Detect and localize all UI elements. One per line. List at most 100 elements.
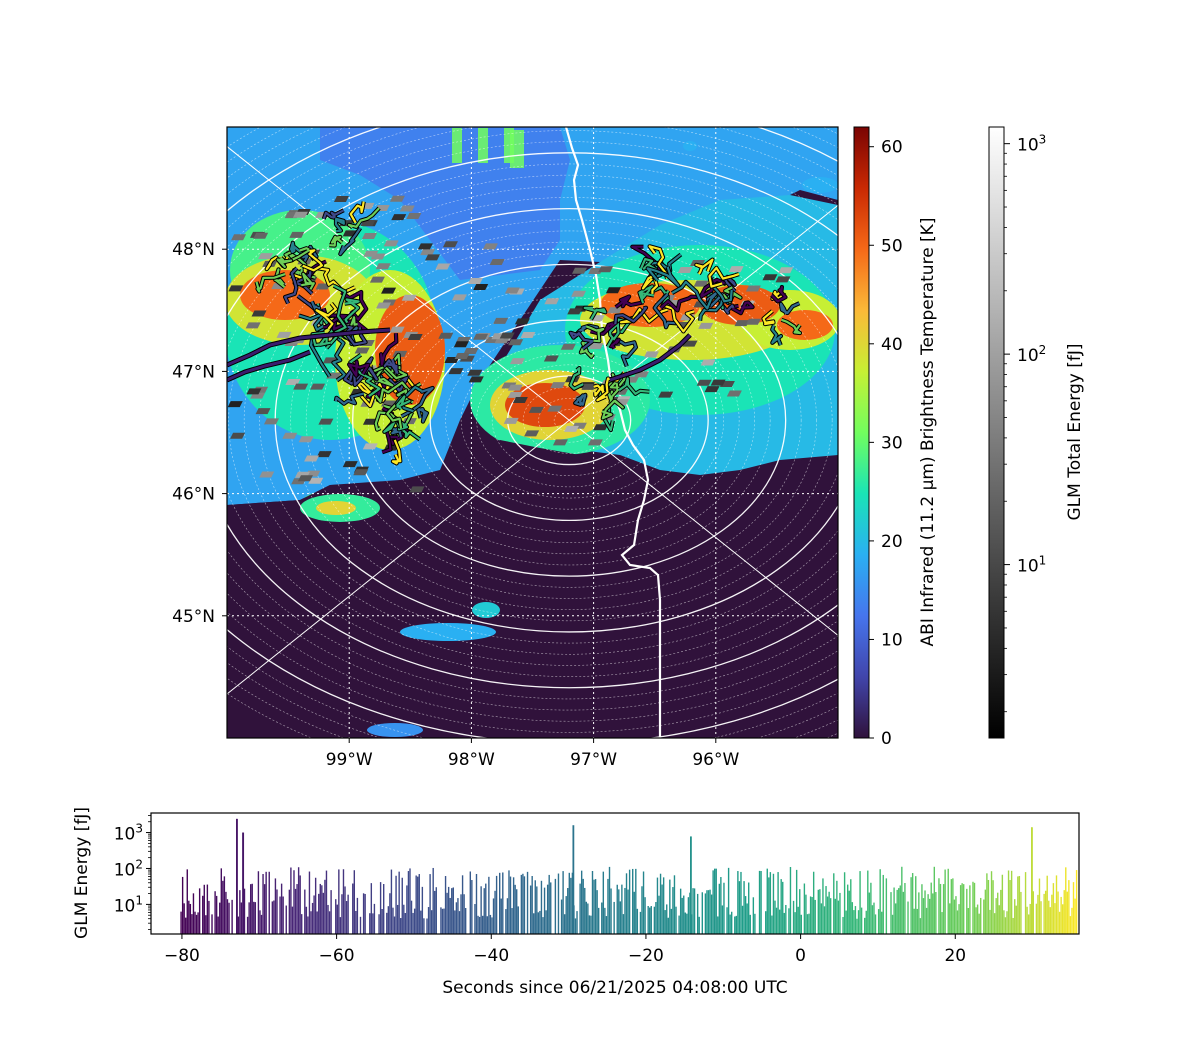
energy-bar: [748, 882, 750, 934]
energy-bar: [342, 869, 345, 934]
energy-bar: [928, 898, 931, 934]
timeseries-x-ticks: −80 −60 −40 −20 0 20: [164, 934, 966, 966]
energy-bar: [1066, 891, 1069, 934]
glm-flash-path: [638, 285, 655, 304]
energy-bar: [461, 875, 464, 934]
glm-flash-path: [671, 280, 713, 310]
energy-bar: [919, 918, 922, 934]
energy-bar: [239, 890, 241, 934]
energy-bar: [565, 896, 567, 934]
energy-bar: [324, 879, 326, 934]
energy-bar: [709, 889, 711, 934]
energy-bar: [843, 872, 846, 934]
energy-bar: [217, 916, 219, 934]
energy-bar: [325, 870, 328, 934]
energy-bar: [390, 869, 393, 934]
energy-bar: [785, 904, 787, 934]
energy-bar: [737, 871, 739, 934]
energy-bar: [1055, 875, 1058, 934]
glm-flash-box: [775, 276, 791, 283]
glm-flash-box: [454, 353, 470, 360]
glm-flash-box: [677, 267, 693, 274]
energy-bar: [407, 871, 410, 934]
energy-bar: [356, 897, 359, 934]
energy-bar: [192, 893, 195, 934]
energy-bar-peak: [690, 836, 692, 934]
range-ring: [367, 275, 771, 566]
energy-bar: [195, 914, 198, 934]
energy-bar: [511, 908, 513, 934]
energy-bar: [492, 898, 495, 934]
energy-bar: [495, 875, 498, 934]
glm-flash-box: [316, 451, 332, 458]
glm-flash-box: [473, 284, 489, 291]
energy-bar: [220, 868, 222, 934]
glm-flash-box: [407, 333, 423, 340]
energy-bar: [812, 871, 815, 934]
energy-bar: [345, 901, 348, 934]
energy-bar: [415, 875, 417, 934]
range-ring: [383, 286, 755, 555]
energy-bar: [471, 880, 473, 934]
energy-bar: [359, 916, 362, 934]
glm-colorbar: 101 102 103 GLM Total Energy [fJ]: [988, 126, 1085, 739]
energy-bar: [823, 906, 826, 934]
glm-flash-path: [659, 295, 698, 312]
glm-flash-box: [375, 263, 391, 270]
glm-flash-path: [301, 272, 315, 290]
glm-flash-box: [726, 390, 742, 397]
range-ring: [259, 197, 838, 644]
energy-bar: [949, 903, 951, 934]
energy-bar: [443, 908, 445, 934]
energy-bar: [806, 914, 809, 934]
energy-bar: [370, 883, 373, 934]
glm-flash-box: [363, 250, 379, 257]
energy-bar: [860, 907, 863, 934]
energy-bar: [1051, 894, 1053, 934]
glm-flash-box: [512, 397, 528, 404]
energy-bar: [659, 873, 662, 934]
glm-flash-box: [693, 280, 709, 287]
energy-bar: [744, 896, 747, 934]
energy-bar: [455, 902, 458, 934]
energy-bar: [396, 904, 399, 934]
radar-azimuth-line: [227, 145, 570, 421]
energy-bar: [582, 878, 584, 934]
energy-bar: [845, 910, 847, 934]
energy-bar: [836, 880, 838, 934]
range-ring: [243, 186, 838, 655]
energy-bar: [649, 907, 651, 934]
energy-bar: [251, 883, 253, 934]
glm-flash-path: [349, 201, 365, 224]
glm-flash-box: [467, 369, 483, 376]
energy-bar: [984, 889, 987, 934]
glm-flash-path: [583, 306, 607, 320]
glm-flash-box: [401, 294, 417, 301]
energy-bar: [429, 874, 431, 934]
energy-bar: [828, 891, 830, 934]
glm-flash-path: [779, 302, 800, 315]
energy-bar: [933, 866, 936, 934]
energy-bar: [925, 907, 928, 934]
energy-bar: [683, 895, 685, 934]
timeseries-x-tick-label: 20: [944, 946, 966, 966]
energy-bar: [288, 889, 291, 934]
energy-bar: [347, 894, 349, 934]
energy-bar: [594, 879, 597, 934]
energy-bar: [809, 896, 812, 934]
energy-bar: [780, 879, 782, 934]
range-ring: [352, 263, 787, 577]
energy-bar: [420, 910, 422, 934]
energy-bar: [851, 902, 854, 934]
energy-bar: [956, 910, 959, 934]
energy-bar: [557, 873, 560, 934]
glm-flash-box: [520, 332, 536, 339]
energy-bar: [571, 872, 574, 934]
glm-flash-box: [503, 417, 519, 424]
glm-flash-path: [329, 235, 343, 247]
glm-flash-path: [276, 256, 293, 268]
energy-bar: [939, 883, 942, 934]
energy-bar: [387, 906, 390, 934]
energy-bar: [800, 914, 802, 934]
glm-flash-box: [253, 232, 269, 239]
